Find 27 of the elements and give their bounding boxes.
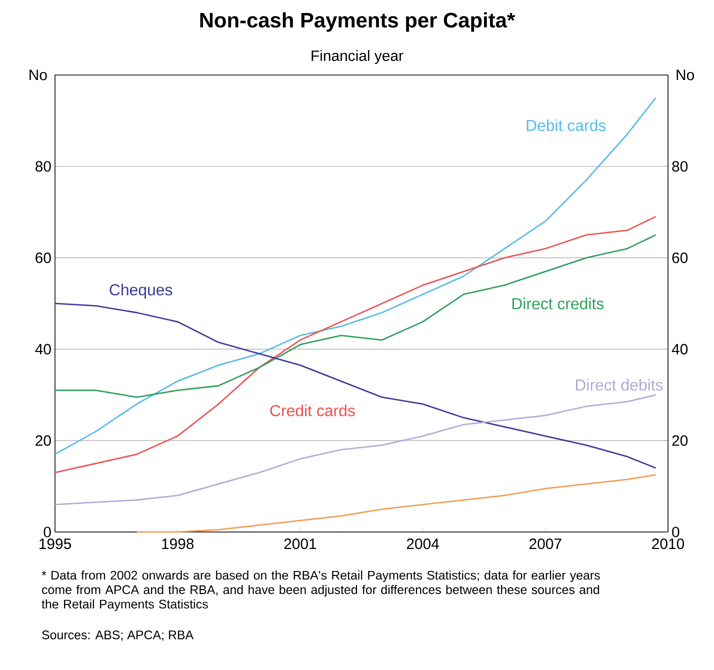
x-tick-label: 2010 [652, 538, 684, 550]
x-tick-label: 2007 [530, 538, 562, 550]
y2-tick-label: 60 [672, 252, 688, 264]
y2-axis-title: No [676, 70, 694, 80]
y2-tick-label: 20 [672, 435, 688, 446]
y-tick-label: 80 [36, 161, 51, 172]
y2-tick-label: 0 [672, 526, 680, 538]
series-label: Cheques [110, 284, 172, 299]
y2-tick-label: 80 [672, 161, 688, 172]
y-tick-label: 20 [36, 435, 51, 446]
x-tick-label: 2004 [406, 538, 439, 550]
y-tick-label: 40 [35, 344, 51, 354]
source-note: Sources: ABS; APCA; RBA [42, 630, 194, 641]
series-label: Direct debits [576, 378, 663, 391]
x-tick-label: 1995 [40, 538, 71, 550]
y-axis-title: No [30, 70, 47, 80]
text: Credit cards [270, 404, 355, 416]
x-tick-label: 1998 [162, 538, 194, 550]
y-tick-label: 60 [36, 252, 51, 264]
y-tick-label: 0 [44, 526, 51, 538]
series-label: Direct credits [512, 298, 604, 310]
chart-title: Non-cash Payments per Capita* [200, 12, 516, 32]
series-label: Debit cards [526, 119, 606, 132]
chart-subtitle: Financial year [312, 50, 404, 64]
x-tick-label: 2001 [284, 538, 316, 550]
y2-tick-label: 40 [672, 344, 688, 354]
text: * Data from 2002 onwards are based on the RBA's Retail Payments Statistics; data for earlier years come from APCA and the RBA, and have been adjusted for differences between these sources and the Retail Payments Statistics [42, 570, 600, 611]
